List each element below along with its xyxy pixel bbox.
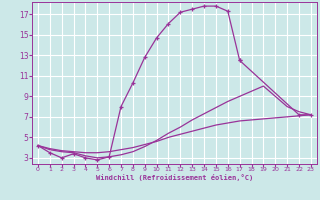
X-axis label: Windchill (Refroidissement éolien,°C): Windchill (Refroidissement éolien,°C) bbox=[96, 174, 253, 181]
